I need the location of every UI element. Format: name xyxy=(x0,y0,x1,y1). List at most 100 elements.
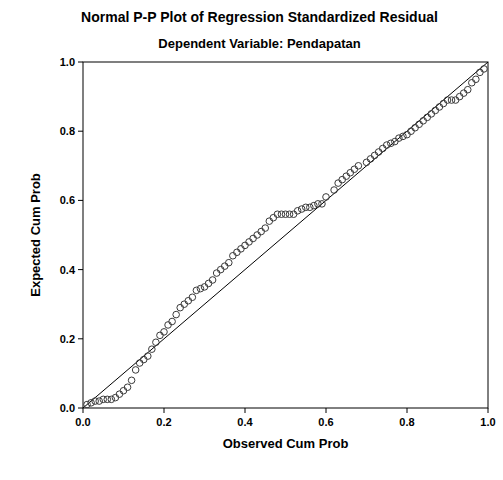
point xyxy=(294,207,301,214)
point xyxy=(185,297,192,304)
x-tick-label: 0.6 xyxy=(318,416,333,428)
y-tick xyxy=(78,200,83,201)
reference-line xyxy=(83,62,488,408)
point xyxy=(193,287,200,294)
point xyxy=(456,93,463,100)
point xyxy=(290,211,297,218)
point xyxy=(367,156,374,163)
point xyxy=(416,121,423,128)
point xyxy=(355,163,362,170)
point xyxy=(477,69,484,76)
point xyxy=(481,66,488,73)
point xyxy=(108,396,115,403)
point xyxy=(298,206,305,213)
y-tick xyxy=(78,338,83,339)
chart: Normal P-P Plot of Regression Standardiz… xyxy=(0,0,503,480)
x-tick xyxy=(488,408,489,413)
y-tick-label: 0.4 xyxy=(60,264,76,276)
y-tick xyxy=(78,269,83,270)
x-tick xyxy=(164,408,165,413)
point xyxy=(469,79,476,86)
y-tick xyxy=(78,408,83,409)
point xyxy=(392,138,399,145)
x-tick xyxy=(245,408,246,413)
point xyxy=(420,118,427,125)
point xyxy=(165,322,172,329)
point xyxy=(464,86,471,93)
point xyxy=(460,90,467,97)
y-tick xyxy=(78,131,83,132)
point xyxy=(250,235,257,242)
subtitle: Dependent Variable: Pendapatan xyxy=(158,36,360,51)
plot-area xyxy=(83,62,488,408)
point xyxy=(242,242,249,249)
point xyxy=(258,228,265,235)
x-tick-label: 0.8 xyxy=(399,416,414,428)
point xyxy=(112,394,119,401)
point xyxy=(197,285,204,292)
y-tick-label: 0.8 xyxy=(60,125,75,137)
point xyxy=(161,329,168,336)
point xyxy=(181,301,188,308)
y-tick-label: 1.0 xyxy=(60,56,75,68)
point xyxy=(177,304,184,311)
point xyxy=(371,152,378,159)
point xyxy=(230,252,237,259)
point xyxy=(217,266,224,273)
x-tick-label: 0.2 xyxy=(156,416,171,428)
point xyxy=(169,318,176,325)
point xyxy=(96,398,103,405)
point xyxy=(432,107,439,114)
point xyxy=(140,356,147,363)
point xyxy=(136,360,143,367)
point xyxy=(145,353,152,360)
point xyxy=(436,104,443,111)
point xyxy=(388,140,395,147)
point xyxy=(307,204,314,211)
point xyxy=(270,214,277,221)
point xyxy=(254,232,261,239)
point xyxy=(428,111,435,118)
title: Normal P-P Plot of Regression Standardiz… xyxy=(81,9,438,25)
point xyxy=(84,401,91,408)
point xyxy=(375,149,382,156)
point xyxy=(331,187,338,194)
point xyxy=(213,270,220,277)
point xyxy=(189,294,196,301)
point xyxy=(209,277,216,284)
point xyxy=(153,339,160,346)
point xyxy=(226,259,233,266)
plot-frame xyxy=(83,62,488,408)
point xyxy=(132,367,139,374)
point xyxy=(452,97,459,104)
point xyxy=(128,377,135,384)
point xyxy=(262,225,269,232)
point xyxy=(319,201,326,208)
point xyxy=(363,159,370,166)
point xyxy=(157,332,164,339)
x-tick xyxy=(326,408,327,413)
point xyxy=(412,124,419,131)
y-axis-title: Expected Cum Prob xyxy=(28,173,43,297)
y-tick xyxy=(78,62,83,63)
point xyxy=(379,145,386,152)
point xyxy=(404,131,411,138)
point xyxy=(266,218,273,225)
point xyxy=(311,202,318,209)
point xyxy=(400,133,407,140)
point xyxy=(205,280,212,287)
x-tick xyxy=(83,408,84,413)
point xyxy=(335,180,342,187)
y-tick-label: 0.6 xyxy=(60,194,75,206)
point xyxy=(339,176,346,183)
point xyxy=(124,384,131,391)
point xyxy=(238,246,245,253)
point xyxy=(323,194,330,201)
point xyxy=(383,142,390,149)
point xyxy=(351,166,358,173)
point xyxy=(116,391,123,398)
y-tick-label: 0.2 xyxy=(60,333,75,345)
x-tick xyxy=(407,408,408,413)
x-tick-label: 1.0 xyxy=(480,416,495,428)
point xyxy=(473,76,480,83)
